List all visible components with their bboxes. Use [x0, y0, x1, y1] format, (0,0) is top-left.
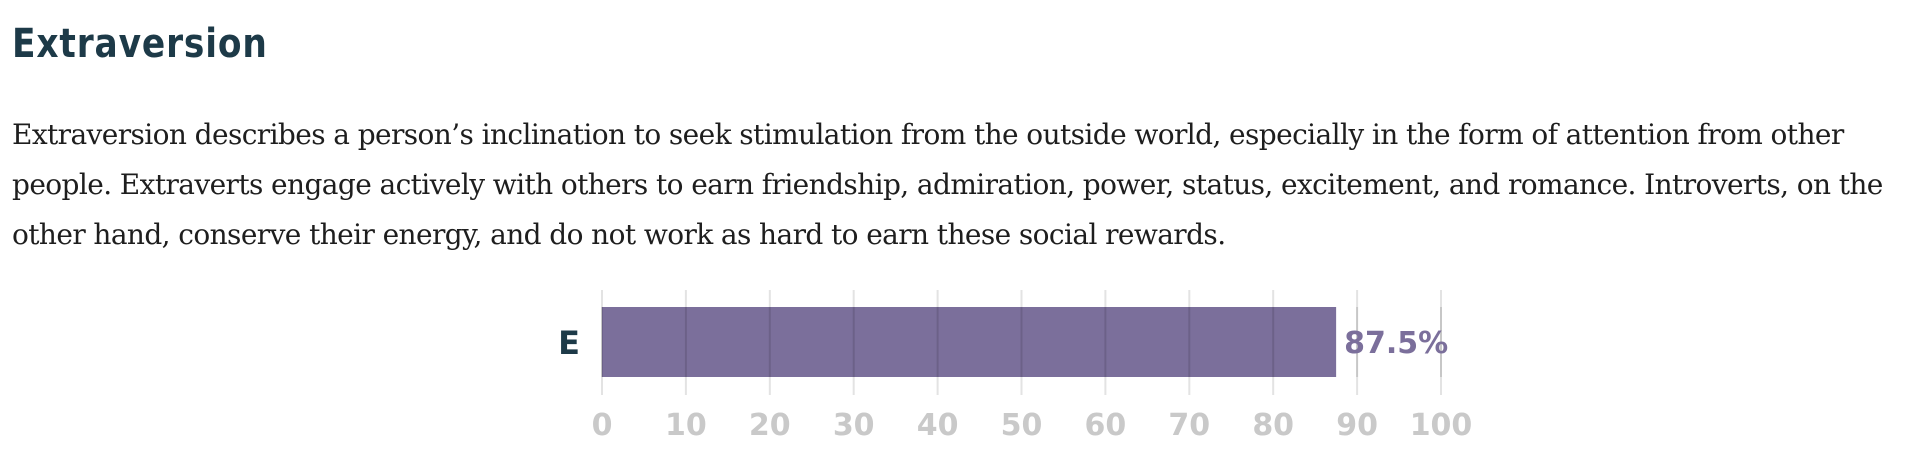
category-label: E — [558, 324, 580, 362]
x-tick-label: 70 — [1168, 408, 1210, 443]
x-tick-label: 30 — [833, 408, 875, 443]
labels: 0 10 20 30 40 50 60 70 80 90 100 E 87.5% — [558, 324, 1472, 443]
x-tick-label: 10 — [665, 408, 707, 443]
x-tick-label: 60 — [1085, 408, 1127, 443]
x-tick-label: 80 — [1252, 408, 1294, 443]
x-tick-label: 90 — [1336, 408, 1378, 443]
value-label: 87.5% — [1344, 326, 1448, 361]
section-title: Extraversion — [12, 21, 268, 67]
x-tick-label: 50 — [1001, 408, 1043, 443]
x-tick-label: 20 — [749, 408, 791, 443]
section-description: Extraversion describes a person’s inclin… — [12, 118, 1883, 251]
grid-lines-overlay — [601, 307, 1442, 377]
bars — [602, 307, 1337, 377]
x-tick-label: 0 — [592, 408, 613, 443]
x-tick-label: 40 — [917, 408, 959, 443]
x-tick-label: 100 — [1410, 408, 1473, 443]
bar-e — [602, 307, 1337, 377]
